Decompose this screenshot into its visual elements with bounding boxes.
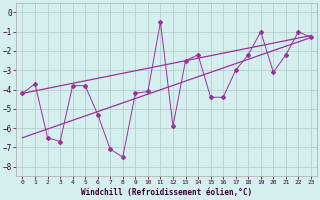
X-axis label: Windchill (Refroidissement éolien,°C): Windchill (Refroidissement éolien,°C)	[81, 188, 252, 197]
